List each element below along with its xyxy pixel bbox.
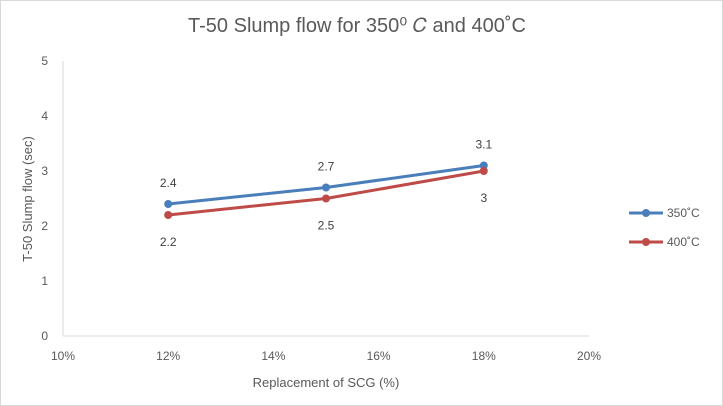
x-axis-title: Replacement of SCG (%)	[253, 375, 400, 390]
series-line-400	[166, 169, 486, 217]
legend-marker-400	[642, 238, 650, 246]
legend-label-350: 350˚C	[667, 206, 700, 220]
data-label-350: 3.1	[475, 138, 492, 152]
data-label-400: 2.5	[318, 219, 335, 233]
x-tick-label: 20%	[577, 349, 601, 363]
data-point-400	[479, 167, 488, 175]
data-point-350	[322, 183, 330, 192]
x-tick-label: 14%	[261, 349, 285, 363]
legend-label-400: 400˚C	[667, 235, 700, 249]
y-tick-labels: 0 1 2 3 4 5	[41, 54, 48, 343]
chart-title: T-50 Slump flow for 350⁰ 𝐶 and 400˚C	[188, 15, 526, 37]
data-label-350: 2.4	[160, 176, 177, 190]
data-label-400: 3	[480, 191, 487, 205]
x-tick-label: 16%	[367, 349, 391, 363]
x-tick-label: 10%	[51, 349, 75, 363]
series-layer: 2.4 2.7 3.1 2.2 2.5 3	[160, 138, 493, 250]
y-tick-label: 5	[41, 54, 48, 68]
x-tick-label: 18%	[472, 349, 496, 363]
data-point-400	[164, 211, 173, 219]
legend: 350˚C 400˚C	[629, 206, 700, 249]
y-tick-label: 1	[41, 274, 48, 288]
data-point-350	[164, 200, 173, 208]
data-label-400: 2.2	[160, 235, 177, 249]
y-tick-label: 2	[41, 219, 48, 233]
x-tick-label: 12%	[156, 349, 180, 363]
y-axis-title: T-50 Slump flow (sec)	[20, 136, 35, 262]
y-tick-label: 0	[41, 329, 48, 343]
y-tick-label: 3	[41, 164, 48, 178]
data-point-350	[479, 161, 488, 170]
data-point-400	[322, 194, 330, 203]
data-label-350: 2.7	[318, 160, 335, 174]
y-tick-label: 4	[41, 109, 48, 123]
legend-marker-350	[642, 209, 650, 217]
x-tick-labels: 10% 12% 14% 16% 18% 20%	[51, 349, 601, 363]
